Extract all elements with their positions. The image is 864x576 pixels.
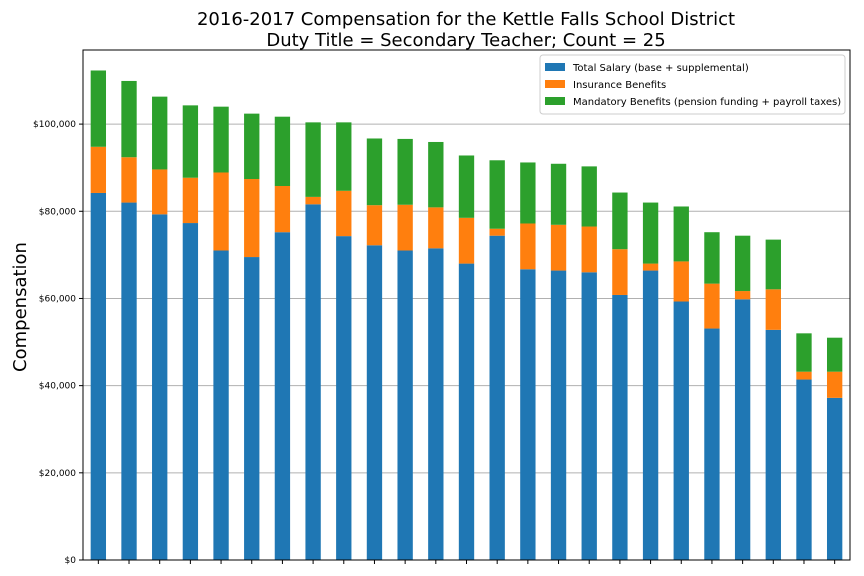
bar-segment-series-0 — [520, 269, 536, 560]
bar-segment-series-0 — [366, 245, 383, 561]
bar-segment-series-0 — [581, 272, 597, 560]
bar-segment-series-2 — [581, 166, 597, 227]
bar-segment-series-0 — [336, 236, 352, 560]
y-tick-label: $20,000 — [39, 469, 76, 479]
bar-segment-series-2 — [182, 105, 199, 178]
bar-segment-series-1 — [90, 146, 107, 193]
legend-label: Total Salary (base + supplemental) — [572, 63, 749, 74]
bar-segment-series-1 — [305, 196, 321, 205]
bar-segment-series-0 — [642, 270, 659, 560]
bar-segment-series-2 — [90, 70, 107, 147]
bar-segment-series-2 — [734, 235, 751, 292]
bar-segment-series-1 — [244, 179, 260, 258]
bar-segment-series-2 — [366, 138, 383, 206]
bar-segment-series-2 — [612, 192, 628, 250]
x-ticks — [97, 560, 836, 564]
bar-segment-series-1 — [336, 190, 352, 237]
chart-title-line-1: 2016-2017 Compensation for the Kettle Fa… — [197, 9, 735, 30]
bar-segment-series-1 — [673, 261, 689, 302]
bar-segment-series-1 — [213, 172, 229, 251]
bar-segment-series-2 — [152, 96, 168, 170]
bar-segment-series-1 — [550, 224, 567, 271]
y-tick-label: $100,000 — [33, 120, 76, 130]
bar-segment-series-2 — [213, 106, 229, 173]
bar-segment-series-0 — [182, 223, 199, 561]
bar-segment-series-2 — [244, 113, 260, 180]
bar-segment-series-2 — [520, 162, 536, 224]
y-tick-label: $80,000 — [39, 207, 76, 217]
chart-title-line-2: Duty Title = Secondary Teacher; Count = … — [266, 30, 665, 51]
bar-segment-series-1 — [121, 157, 137, 203]
bar-segment-series-0 — [704, 328, 720, 560]
bar-segment-series-2 — [765, 239, 781, 290]
bar-segment-series-1 — [796, 371, 812, 380]
y-axis-label: Compensation — [10, 242, 31, 372]
bar-segment-series-0 — [121, 202, 137, 561]
legend-box — [539, 54, 846, 115]
legend-label: Mandatory Benefits (pension funding + pa… — [573, 97, 841, 108]
bar-segment-series-1 — [642, 263, 659, 271]
bar-segment-series-0 — [489, 235, 505, 560]
bar-segment-series-2 — [826, 337, 843, 372]
bar-segment-series-2 — [397, 138, 413, 205]
bar-segment-series-1 — [612, 249, 628, 295]
bar-segment-series-1 — [581, 226, 597, 273]
bar-segment-series-0 — [765, 329, 781, 560]
legend-swatch — [545, 80, 565, 88]
bar-segment-series-1 — [366, 205, 383, 246]
bar-segment-series-1 — [182, 177, 199, 224]
legend-label: Insurance Benefits — [573, 80, 666, 91]
bar-segment-series-2 — [796, 333, 812, 372]
bar-segment-series-2 — [489, 160, 505, 229]
bar-segment-series-0 — [274, 232, 291, 560]
bar-segment-series-2 — [121, 80, 137, 158]
legend: Total Salary (base + supplemental) Insura… — [539, 54, 846, 115]
bar-segment-series-0 — [796, 379, 812, 560]
bars — [90, 70, 843, 561]
bar-segment-series-2 — [336, 122, 352, 191]
bar-segment-series-0 — [397, 250, 413, 560]
bar-segment-series-1 — [826, 371, 843, 398]
bar-segment-series-1 — [520, 223, 536, 270]
bar-segment-series-0 — [612, 294, 628, 560]
bar-segment-series-0 — [550, 270, 567, 560]
bar-segment-series-0 — [673, 301, 689, 560]
legend-swatch — [545, 63, 565, 71]
bar-segment-series-2 — [428, 141, 444, 208]
bar-segment-series-2 — [673, 206, 689, 262]
bar-segment-series-2 — [704, 232, 720, 284]
bar-segment-series-0 — [213, 250, 229, 560]
bar-segment-series-2 — [305, 122, 321, 197]
y-ticks: $0 $20,000 $40,000 $60,000 $80,000 $100,000 — [33, 120, 83, 566]
legend-swatch — [545, 97, 565, 105]
bar-segment-series-1 — [489, 228, 505, 236]
bar-segment-series-2 — [642, 202, 659, 264]
bar-segment-series-1 — [704, 283, 720, 329]
bar-segment-series-0 — [428, 248, 444, 561]
bar-segment-series-1 — [274, 186, 291, 233]
bar-segment-series-2 — [458, 155, 475, 218]
y-tick-label: $0 — [65, 556, 77, 566]
bar-segment-series-1 — [152, 169, 168, 215]
y-tick-label: $40,000 — [39, 382, 76, 392]
bar-segment-series-0 — [305, 204, 321, 561]
bar-segment-series-0 — [734, 299, 751, 560]
bar-segment-series-0 — [458, 263, 475, 560]
bar-segment-series-2 — [550, 163, 567, 225]
bar-segment-series-0 — [826, 397, 843, 560]
bar-segment-series-1 — [397, 204, 413, 251]
bar-segment-series-1 — [458, 217, 475, 264]
bar-segment-series-1 — [734, 291, 751, 300]
bar-segment-series-2 — [274, 116, 291, 186]
bar-segment-series-0 — [90, 192, 107, 560]
y-tick-label: $60,000 — [39, 294, 76, 304]
bar-segment-series-1 — [765, 289, 781, 330]
bar-segment-series-1 — [428, 207, 444, 249]
bar-segment-series-0 — [152, 214, 168, 561]
bar-segment-series-0 — [244, 257, 260, 560]
